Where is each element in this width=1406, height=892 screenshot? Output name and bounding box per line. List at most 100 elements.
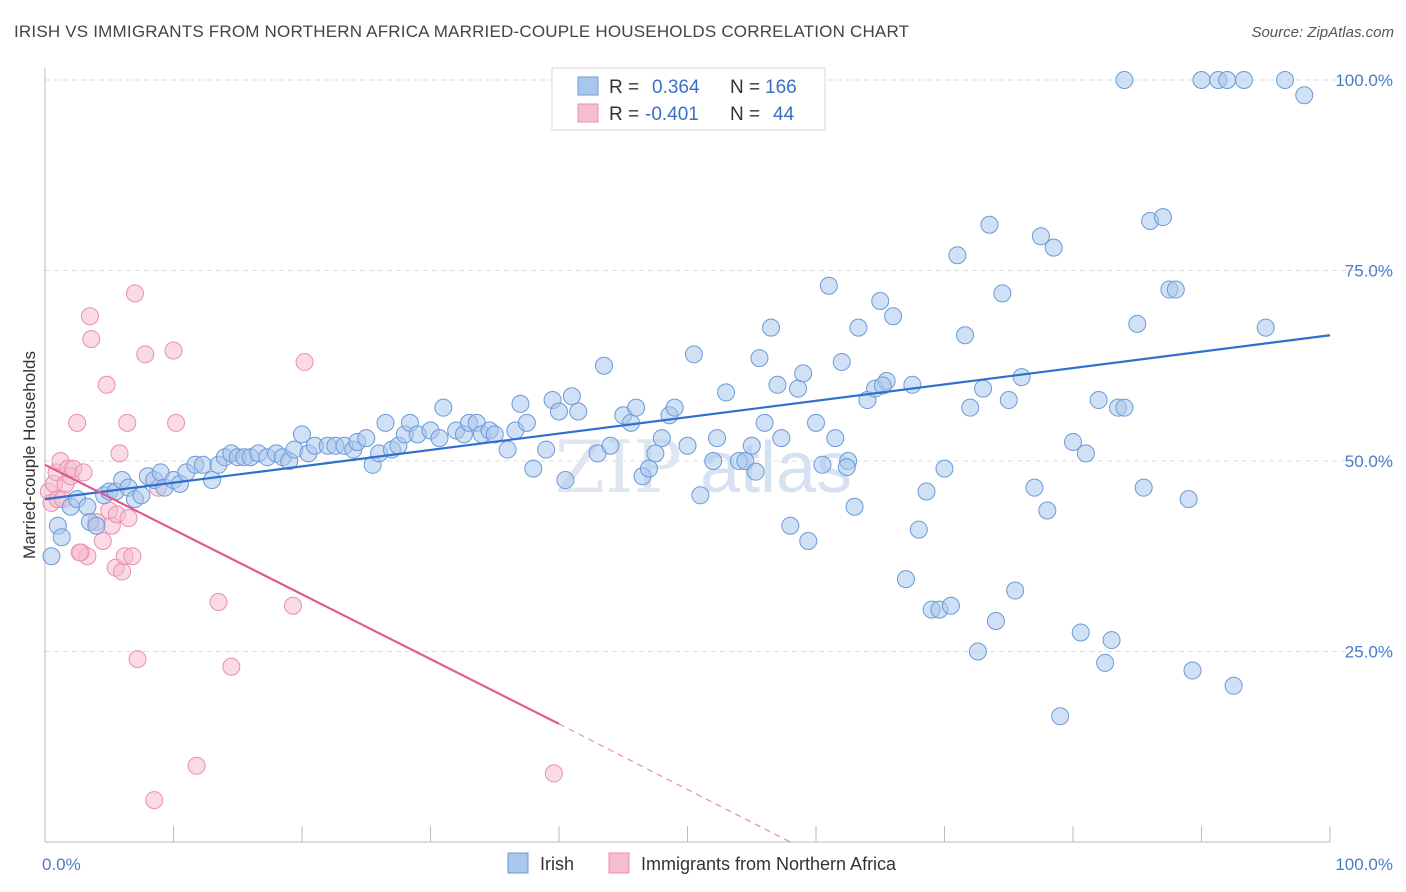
immigrants-point-39: [222, 657, 241, 676]
irish-point-97: [755, 413, 774, 432]
irish-point-100: [772, 429, 791, 448]
irish-point-82: [639, 459, 658, 478]
immigrants-point-11: [68, 413, 87, 432]
irish-point-84: [652, 429, 671, 448]
axes: [44, 68, 1331, 843]
irish-point-48: [376, 413, 395, 432]
irish-point-7: [87, 516, 106, 535]
irish-point-45: [357, 429, 376, 448]
irish-point-120: [909, 520, 928, 539]
immigrants-point-38: [209, 592, 228, 611]
irish-point-150: [1115, 71, 1134, 89]
immigrants-point-25: [113, 562, 132, 581]
legend-r-value-2: -0.401: [645, 104, 699, 125]
immigrants-trend-line: [44, 463, 560, 725]
immigrants-point-36: [167, 413, 186, 432]
legend-box: R = 0.364 N = 166 R = -0.401 N = 44: [551, 67, 826, 131]
immigrants-point-40: [284, 596, 303, 615]
irish-point-71: [550, 402, 568, 421]
irish-point-115: [871, 291, 890, 310]
legend-r-label-1: R =: [609, 77, 639, 98]
y-tick-label-0: 25.0%: [1345, 643, 1393, 662]
irish-point-106: [813, 455, 832, 474]
irish-point-118: [896, 570, 915, 589]
irish-point-111: [845, 497, 864, 516]
immigrants-point-28: [119, 509, 138, 528]
irish-point-107: [819, 276, 838, 295]
legend-swatch-irish: [577, 76, 599, 96]
irish-point-86: [665, 398, 684, 417]
tick-labels: 25.0% 50.0% 75.0% 100.0% 0.0% 100.0%: [42, 71, 1393, 874]
trend-lines: [44, 334, 1331, 843]
irish-point-83: [646, 444, 665, 463]
irish-point-157: [1179, 490, 1198, 509]
irish-point-159: [1192, 71, 1211, 89]
irish-point-96: [750, 349, 769, 368]
irish-point-147: [1102, 631, 1121, 650]
irish-point-95: [742, 436, 761, 455]
y-axis-label: Married-couple Households: [20, 351, 39, 559]
irish-point-137: [1025, 478, 1044, 497]
irish-point-73: [562, 387, 581, 406]
legend-r-label-2: R =: [609, 104, 639, 125]
y-tick-label-3: 100.0%: [1335, 71, 1393, 90]
irish-point-139: [1038, 501, 1057, 520]
immigrants-point-24: [110, 444, 129, 463]
x-tick-label-1: 100.0%: [1335, 855, 1393, 874]
immigrants-trend-extension: [558, 723, 791, 843]
irish-point-23: [194, 455, 213, 474]
irish-point-151: [1128, 314, 1147, 333]
irish-point-89: [691, 486, 710, 505]
irish-point-130: [974, 379, 993, 398]
irish-point-142: [1064, 432, 1082, 451]
irish-point-64: [498, 440, 517, 459]
irish-point-55: [430, 429, 449, 448]
legend-swatch-immigrants: [577, 103, 599, 123]
immigrants-point-32: [136, 345, 155, 364]
irish-point-92: [717, 383, 736, 402]
irish-point-74: [569, 402, 588, 421]
irish-point-154: [1153, 208, 1172, 227]
irish-point-132: [986, 612, 1005, 631]
immigrants-point-29: [123, 547, 142, 566]
x-tick-label-0: 0.0%: [42, 855, 81, 874]
bottom-legend-immigrants: Immigrants from Northern Africa: [641, 854, 897, 874]
irish-point-98: [762, 318, 781, 337]
irish-point-66: [511, 394, 530, 413]
immigrants-point-35: [164, 341, 183, 360]
irish-point-163: [1234, 71, 1253, 89]
y-tick-label-2: 75.0%: [1345, 262, 1393, 281]
irish-point-126: [948, 246, 967, 265]
y-tick-label-1: 50.0%: [1345, 452, 1393, 471]
irish-point-167: [837, 458, 856, 477]
irish-point-133: [993, 284, 1012, 303]
bottom-legend-irish: Irish: [540, 854, 574, 874]
irish-point-104: [799, 532, 818, 551]
immigrants-point-27: [118, 413, 137, 432]
irish-point-101: [781, 516, 800, 535]
irish-point-164: [1256, 318, 1275, 337]
irish-point-80: [627, 398, 646, 417]
immigrants-point-37: [187, 756, 206, 775]
irish-point-117: [884, 307, 903, 326]
immigrants-point-31: [128, 650, 147, 669]
irish-point-144: [1076, 444, 1095, 463]
bottom-legend-swatch-immigrants: [608, 852, 630, 874]
chart-title: IRISH VS IMMIGRANTS FROM NORTHERN AFRICA…: [14, 22, 910, 41]
irish-point-88: [684, 345, 703, 364]
immigrants-point-19: [97, 375, 116, 394]
legend-n-label-1: N =: [730, 77, 760, 98]
irish-point-105: [807, 413, 825, 432]
irish-point-136: [1012, 368, 1031, 387]
irish-point-145: [1089, 391, 1108, 410]
legend-n-value-1: 166: [765, 77, 797, 98]
irish-point-134: [999, 391, 1018, 410]
irish-point-67: [517, 413, 536, 432]
legend-r-value-1: 0.364: [652, 77, 700, 98]
irish-point-69: [537, 440, 556, 459]
irish-point-166: [1295, 86, 1314, 105]
irish-point-103: [794, 364, 813, 383]
irish-point-68: [524, 459, 543, 478]
irish-point-131: [980, 215, 999, 234]
